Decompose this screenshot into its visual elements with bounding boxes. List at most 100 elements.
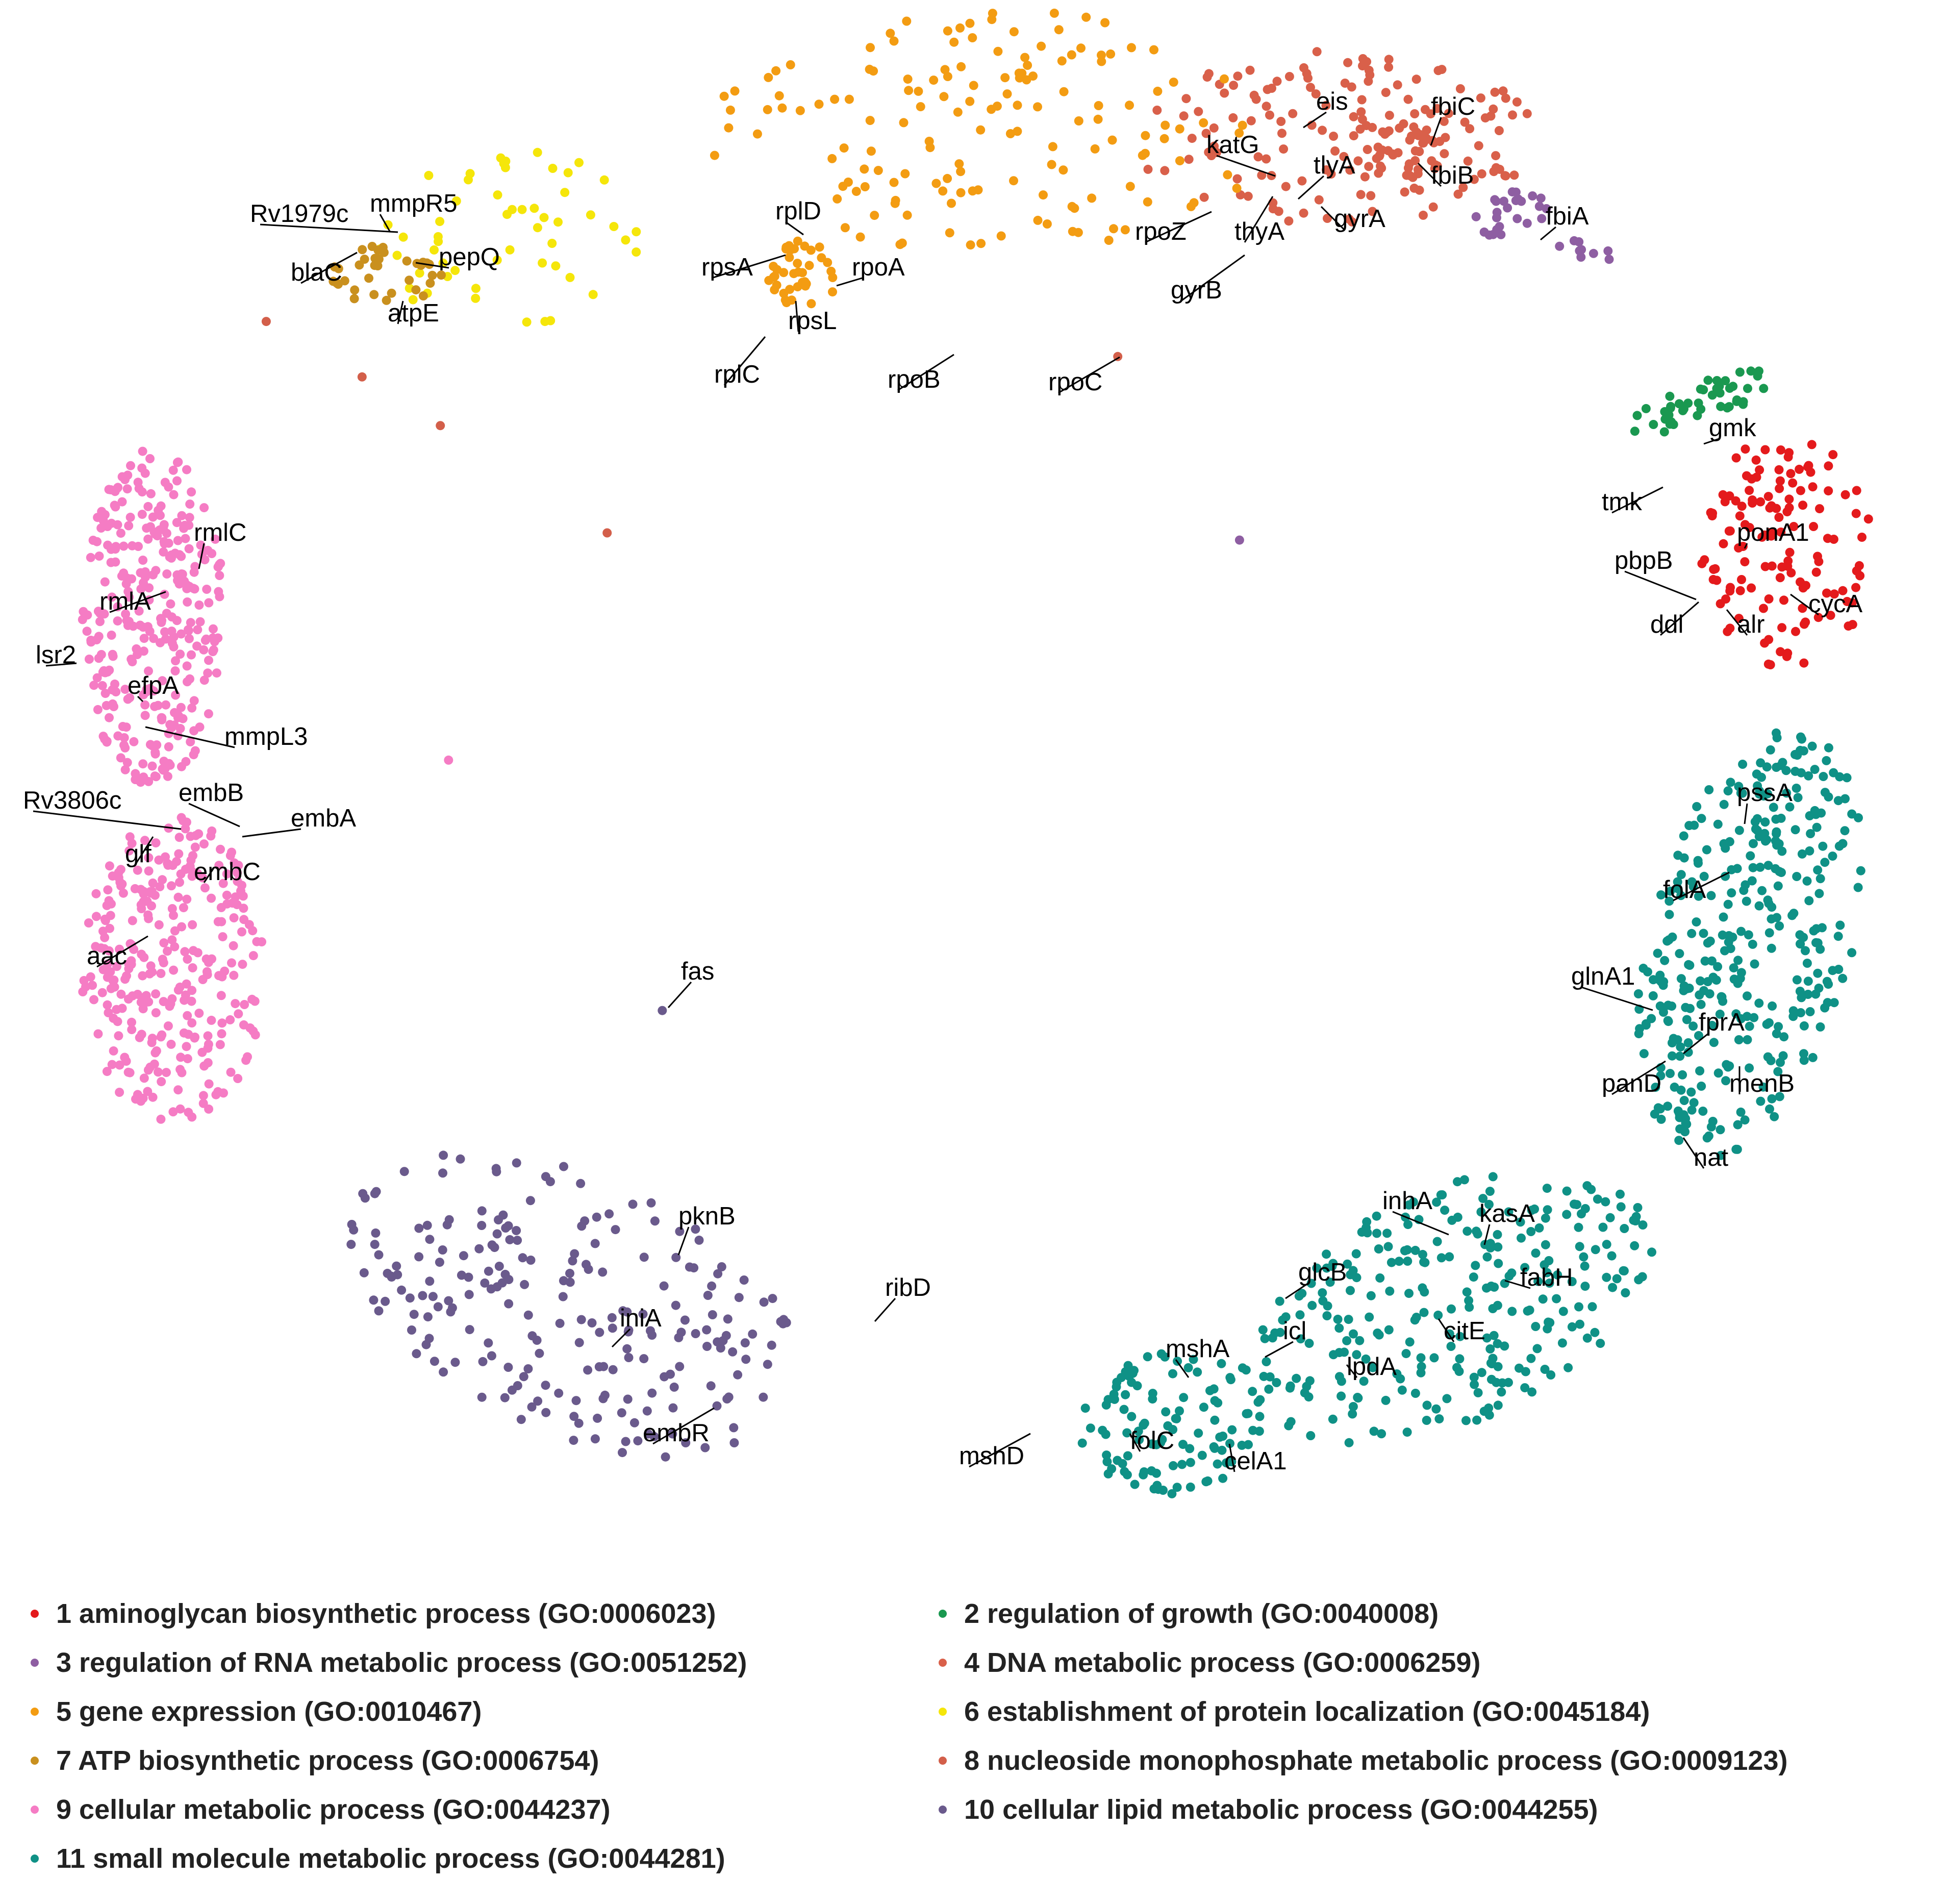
data-point-cluster-2 [1679, 404, 1688, 414]
data-point-cluster-4 [1233, 71, 1243, 81]
leader-line-eis [1303, 111, 1327, 129]
data-point-cluster-5 [1109, 224, 1118, 234]
data-point-cluster-5 [1013, 127, 1022, 136]
data-point-cluster-11 [1348, 1402, 1358, 1411]
legend-label: 8 nucleoside monophosphate metabolic pro… [964, 1745, 1788, 1776]
gene-label-cycA: cycA [1808, 590, 1863, 618]
data-point-cluster-4 [1299, 208, 1308, 218]
data-point-cluster-11 [1436, 1190, 1446, 1200]
gene-label-mshD: mshD [959, 1442, 1024, 1470]
data-point-cluster-11 [1683, 1038, 1693, 1047]
data-point-cluster-4 [1262, 102, 1271, 111]
data-point-cluster-6 [539, 213, 549, 222]
data-point-cluster-11 [1741, 880, 1750, 890]
data-point-cluster-9 [127, 839, 137, 848]
data-point-cluster-11 [1790, 749, 1800, 759]
data-point-cluster-10 [694, 1235, 704, 1245]
data-point-cluster-11 [1834, 841, 1844, 851]
data-point-cluster-1 [1745, 486, 1754, 495]
data-point-cluster-9 [177, 569, 186, 579]
data-point-cluster-11 [1773, 881, 1783, 891]
data-point-cluster-9 [212, 668, 221, 678]
gene-label-panD: panD [1602, 1070, 1661, 1097]
data-point-cluster-11 [1755, 862, 1765, 872]
data-point-cluster-11 [1112, 1377, 1122, 1387]
data-point-cluster-2 [1707, 390, 1717, 400]
data-point-cluster-11 [1715, 1009, 1725, 1019]
data-point-cluster-11 [1805, 811, 1814, 820]
data-point-cluster-6 [548, 164, 558, 173]
data-point-cluster-11 [1727, 888, 1736, 898]
data-point-cluster-5 [710, 151, 719, 160]
data-point-cluster-11 [1472, 1226, 1481, 1236]
data-point-cluster-9 [136, 584, 146, 594]
data-point-cluster-9 [146, 489, 156, 498]
data-point-cluster-6 [588, 290, 598, 299]
data-point-cluster-9 [138, 971, 147, 981]
data-point-cluster-10 [494, 1215, 503, 1224]
data-point-cluster-10 [622, 1344, 632, 1354]
data-point-cluster-5 [965, 18, 975, 28]
data-point-cluster-11 [1178, 1440, 1188, 1449]
data-point-cluster-1 [1776, 528, 1786, 537]
data-point-cluster-4 [1306, 83, 1315, 92]
data-point-cluster-5 [1120, 225, 1130, 235]
data-point-cluster-4 [1279, 144, 1289, 154]
legend-item-cluster-2: 2 regulation of growth (GO:0040008) [939, 1592, 1439, 1636]
data-point-cluster-11 [1478, 1194, 1488, 1204]
data-point-cluster-10 [456, 1154, 465, 1164]
data-point-cluster-10 [570, 1249, 579, 1259]
data-point-cluster-4 [1299, 63, 1308, 72]
data-point-cluster-11 [1726, 778, 1735, 787]
data-point-cluster-1 [1756, 497, 1766, 507]
data-point-cluster-5 [866, 43, 875, 53]
data-point-cluster-11 [1497, 1387, 1506, 1397]
data-point-cluster-10 [611, 1225, 620, 1235]
gene-label-ribD: ribD [885, 1274, 931, 1301]
data-point-cluster-10 [487, 1240, 497, 1250]
data-point-cluster-5 [833, 194, 842, 204]
data-point-cluster-4 [1347, 82, 1356, 92]
data-point-cluster-5 [993, 46, 1003, 56]
data-point-cluster-10 [703, 1291, 713, 1300]
data-point-cluster-9 [189, 946, 198, 956]
data-point-cluster-1 [1863, 514, 1873, 524]
data-point-cluster-11 [1700, 956, 1710, 966]
data-point-cluster-11 [1602, 1272, 1611, 1282]
data-point-cluster-4 [1381, 88, 1391, 97]
data-point-cluster-9 [185, 499, 195, 509]
data-point-cluster-9 [111, 557, 120, 567]
data-point-cluster-11 [1401, 1349, 1411, 1359]
data-point-cluster-10 [759, 1297, 769, 1307]
data-point-cluster-11 [1738, 760, 1748, 769]
data-point-cluster-11 [1340, 1347, 1349, 1357]
data-point-cluster-9 [217, 1018, 227, 1028]
data-point-cluster-5 [823, 258, 833, 267]
data-point-cluster-11 [1704, 785, 1714, 794]
data-point-cluster-5 [1074, 116, 1083, 126]
data-point-cluster-4 [1160, 166, 1170, 176]
data-point-cluster-11 [1533, 1276, 1543, 1286]
data-point-cluster-5 [1100, 18, 1110, 28]
data-point-cluster-5 [929, 76, 939, 85]
data-point-cluster-5 [969, 81, 978, 90]
data-point-cluster-11 [1734, 825, 1744, 835]
data-point-cluster-10 [523, 1364, 533, 1373]
data-point-cluster-10 [535, 1348, 544, 1358]
data-point-cluster-7 [364, 273, 373, 283]
data-point-cluster-9 [207, 549, 217, 558]
data-point-cluster-9 [200, 636, 210, 645]
data-point-cluster-4 [1204, 147, 1214, 157]
data-point-cluster-9 [160, 627, 169, 637]
data-point-cluster-10 [685, 1262, 694, 1272]
data-point-cluster-5 [1081, 12, 1091, 22]
data-point-cluster-11 [1132, 1381, 1142, 1391]
data-point-cluster-9 [91, 942, 100, 951]
data-point-cluster-11 [1217, 1445, 1227, 1455]
data-point-cluster-9 [178, 816, 188, 825]
data-point-cluster-2 [1659, 427, 1669, 437]
leader-line-ddl [1660, 601, 1699, 636]
data-point-cluster-4 [1143, 164, 1153, 174]
data-point-cluster-11 [1620, 1224, 1629, 1233]
data-point-cluster-11 [1175, 1406, 1184, 1416]
